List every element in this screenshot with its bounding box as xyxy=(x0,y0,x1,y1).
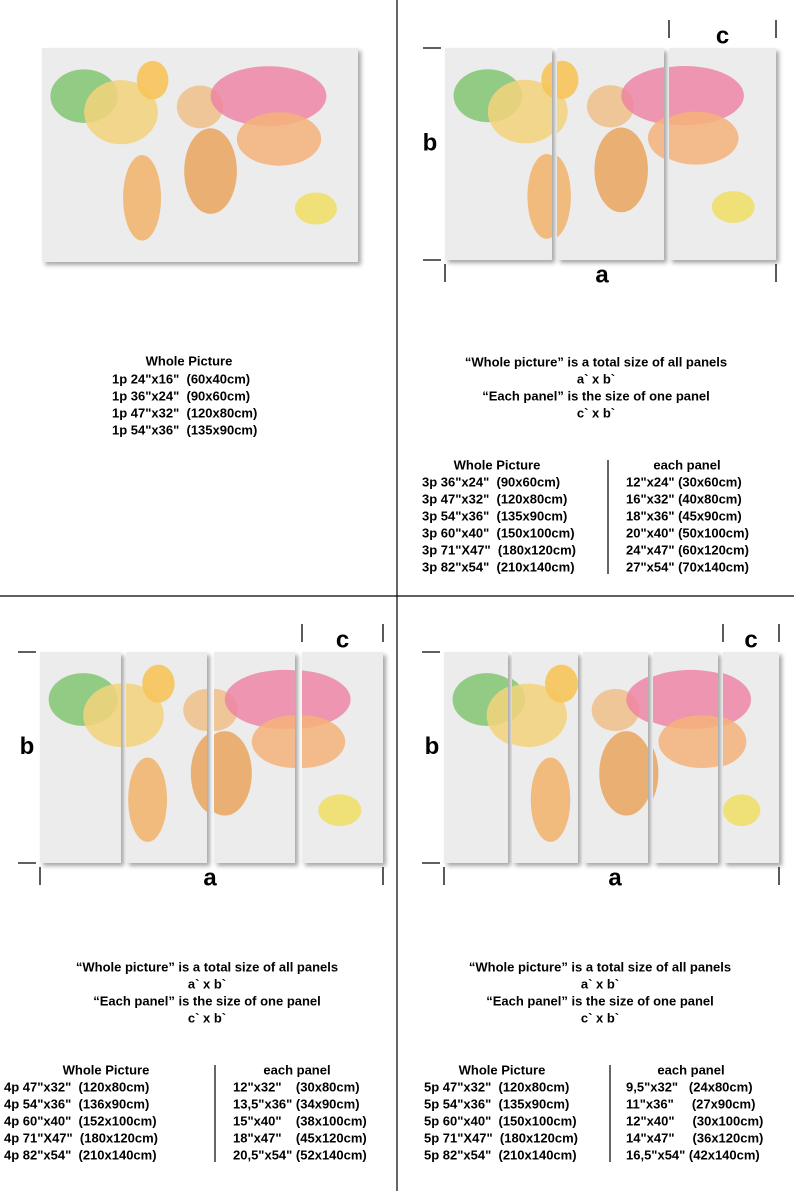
panel-size: 11"x36" (27x90cm) xyxy=(626,1096,755,1111)
panel-size: 13,5"x36" (34x90cm) xyxy=(233,1096,360,1111)
dim-label: a xyxy=(595,261,609,288)
size-option: 1p 24"x16" (60x40cm) xyxy=(112,371,250,386)
whole-size: 5p 82"x54" (210x140cm) xyxy=(424,1147,577,1162)
note: “Each panel” is the size of one panel xyxy=(93,993,321,1008)
note: “Each panel” is the size of one panel xyxy=(482,388,710,403)
note: a` x b` xyxy=(581,976,619,991)
whole-size: 3p 47"x32" (120x80cm) xyxy=(422,491,567,506)
panel-size: 18"x36" (45x90cm) xyxy=(626,508,742,523)
table-header: each panel xyxy=(657,1062,724,1077)
whole-size: 4p 71"X47" (180x120cm) xyxy=(4,1130,158,1145)
panel-size: 24"x47" (60x120cm) xyxy=(626,542,749,557)
whole-size: 4p 82"x54" (210x140cm) xyxy=(4,1147,157,1162)
map-art xyxy=(42,48,358,262)
panel-size: 20"x40" (50x100cm) xyxy=(626,525,749,540)
whole-size: 5p 47"x32" (120x80cm) xyxy=(424,1079,569,1094)
note: “Whole picture” is a total size of all p… xyxy=(76,959,338,974)
map-image xyxy=(42,48,358,262)
note: “Whole picture” is a total size of all p… xyxy=(469,959,731,974)
dim-label: b xyxy=(20,733,35,760)
panel-size: 16,5"x54" (42x140cm) xyxy=(626,1147,760,1162)
whole-size: 3p 54"x36" (135x90cm) xyxy=(422,508,567,523)
section-title: Whole Picture xyxy=(146,353,233,368)
note: c` x b` xyxy=(577,405,615,420)
panel-size: 14"x47" (36x120cm) xyxy=(626,1130,763,1145)
panel-size: 12"x32" (30x80cm) xyxy=(233,1079,360,1094)
whole-size: 3p 71"X47" (180x120cm) xyxy=(422,542,576,557)
whole-size: 3p 36"x24" (90x60cm) xyxy=(422,474,560,489)
note: a` x b` xyxy=(577,371,615,386)
whole-size: 5p 71"X47" (180x120cm) xyxy=(424,1130,578,1145)
dim-label: a xyxy=(608,864,622,891)
note: c` x b` xyxy=(188,1010,226,1025)
dim-label: c xyxy=(716,22,729,49)
note: “Each panel” is the size of one panel xyxy=(486,993,714,1008)
panel-size: 12"x24" (30x60cm) xyxy=(626,474,742,489)
table-header: Whole Picture xyxy=(454,457,541,472)
note: “Whole picture” is a total size of all p… xyxy=(465,354,727,369)
whole-size: 4p 47"x32" (120x80cm) xyxy=(4,1079,149,1094)
size-option: 1p 36"x24" (90x60cm) xyxy=(112,388,250,403)
panel-size: 15"x40" (38x100cm) xyxy=(233,1113,367,1128)
note: c` x b` xyxy=(581,1010,619,1025)
dim-label: a xyxy=(203,864,217,891)
table-header: Whole Picture xyxy=(63,1062,150,1077)
whole-size: 5p 60"x40" (150x100cm) xyxy=(424,1113,577,1128)
panel-size: 16"x32" (40x80cm) xyxy=(626,491,742,506)
panel-size: 20,5"x54" (52x140cm) xyxy=(233,1147,367,1162)
size-option: 1p 54"x36" (135x90cm) xyxy=(112,422,257,437)
table-header: each panel xyxy=(263,1062,330,1077)
table-header: Whole Picture xyxy=(459,1062,546,1077)
panel-size: 9,5"x32" (24x80cm) xyxy=(626,1079,753,1094)
size-option: 1p 47"x32" (120x80cm) xyxy=(112,405,257,420)
whole-size: 3p 60"x40" (150x100cm) xyxy=(422,525,575,540)
dim-label: c xyxy=(336,626,349,653)
map-panel xyxy=(42,48,358,262)
dim-label: b xyxy=(423,129,438,156)
panel-size: 27"x54" (70x140cm) xyxy=(626,559,749,574)
panel-size: 12"x40" (30x100cm) xyxy=(626,1113,763,1128)
whole-size: 4p 54"x36" (136x90cm) xyxy=(4,1096,149,1111)
whole-size: 5p 54"x36" (135x90cm) xyxy=(424,1096,569,1111)
dim-label: b xyxy=(425,733,440,760)
note: a` x b` xyxy=(188,976,226,991)
dim-label: c xyxy=(744,626,757,653)
whole-size: 4p 60"x40" (152x100cm) xyxy=(4,1113,157,1128)
table-header: each panel xyxy=(653,457,720,472)
whole-size: 3p 82"x54" (210x140cm) xyxy=(422,559,575,574)
panel-size: 18"x47" (45x120cm) xyxy=(233,1130,367,1145)
